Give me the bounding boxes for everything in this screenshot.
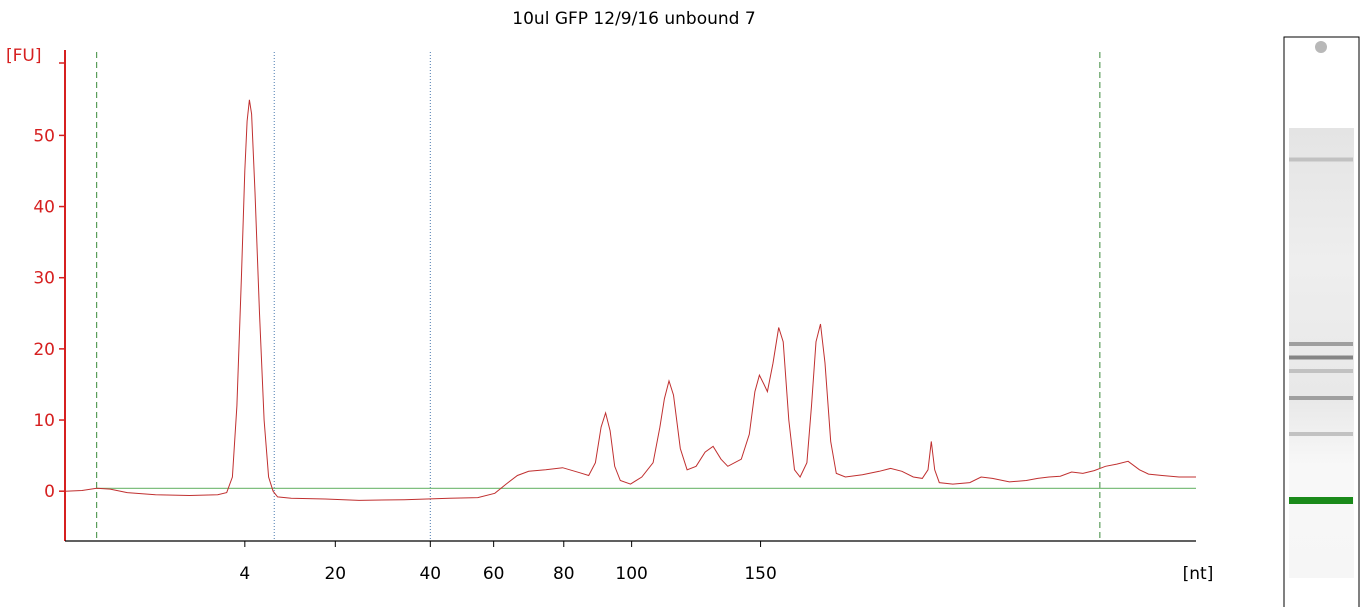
y-tick-label: 0 — [44, 482, 55, 502]
x-tick-label: 100 — [615, 564, 647, 584]
y-ticks: 0 10 20 30 40 50 — [33, 62, 65, 502]
gel-lower-marker-band — [1289, 497, 1353, 504]
gel-bands — [1289, 157, 1353, 436]
gel-band — [1289, 355, 1353, 360]
y-tick-label: 50 — [33, 126, 55, 146]
x-tick-label: 60 — [483, 564, 505, 584]
y-tick-label: 10 — [33, 411, 55, 431]
gel-band — [1289, 157, 1353, 162]
vertical-markers — [96, 52, 1101, 541]
gel-smear — [1289, 128, 1354, 578]
y-tick-label: 20 — [33, 340, 55, 360]
gel-well-spot — [1315, 41, 1327, 53]
gel-band — [1289, 432, 1353, 436]
x-tick-label: 20 — [324, 564, 346, 584]
x-tick-label: 40 — [419, 564, 441, 584]
gel-band — [1289, 369, 1353, 373]
gel-band — [1289, 342, 1353, 346]
y-tick-label: 40 — [33, 198, 55, 218]
x-tick-label: 150 — [744, 564, 776, 584]
y-tick-label: 30 — [33, 269, 55, 289]
gel-band — [1289, 396, 1353, 400]
x-tick-label: 4 — [239, 564, 250, 584]
y-axis-unit-label: [FU] — [6, 46, 42, 66]
x-tick-label: 80 — [553, 564, 575, 584]
x-ticks: 4 20 40 60 80 100 150 — [239, 541, 777, 584]
series-line — [64, 99, 1196, 501]
gel-lane — [1283, 36, 1360, 607]
chart-title: 10ul GFP 12/9/16 unbound 7 — [512, 9, 755, 29]
x-axis-unit-label: [nt] — [1183, 564, 1214, 584]
